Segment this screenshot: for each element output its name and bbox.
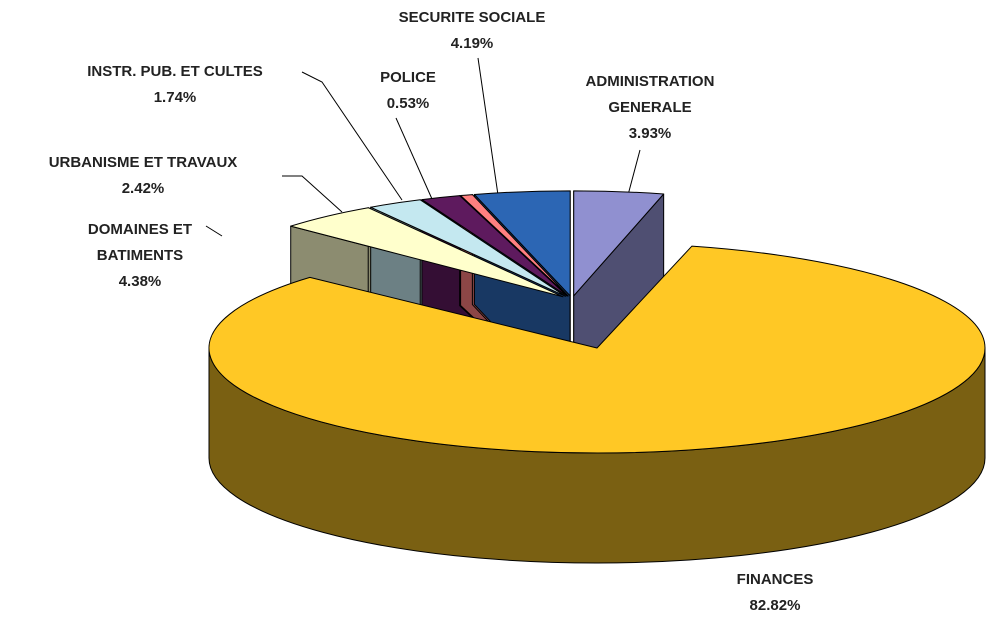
leader-line bbox=[477, 57, 499, 196]
slice-label: URBANISME ET TRAVAUX 2.42% bbox=[49, 150, 238, 202]
slice-name: SECURITE SOCIALE bbox=[398, 9, 546, 26]
slices bbox=[208, 190, 986, 564]
slice-name: INSTR. PUB. ET CULTES bbox=[87, 63, 263, 80]
slice-label: ADMINISTRATION GENERALE 3.93% bbox=[580, 69, 720, 147]
leader-line bbox=[301, 71, 403, 201]
leader-line bbox=[627, 149, 641, 196]
slice-label: POLICE 0.53% bbox=[380, 65, 436, 117]
slice-label: SECURITE SOCIALE 4.19% bbox=[399, 5, 546, 57]
slice-value: 2.42% bbox=[121, 180, 165, 197]
slice-name: FINANCES bbox=[736, 571, 814, 588]
slice-top bbox=[290, 207, 564, 298]
slice-top bbox=[208, 245, 986, 454]
slice-value: 1.74% bbox=[153, 89, 197, 106]
slice-top bbox=[421, 195, 568, 297]
slice-top bbox=[460, 194, 569, 297]
leader-line bbox=[205, 225, 223, 237]
slice-top bbox=[370, 199, 567, 297]
slice-value: 4.38% bbox=[118, 273, 162, 290]
slice-value: 4.19% bbox=[450, 35, 494, 52]
slice-label: FINANCES 82.82% bbox=[737, 567, 814, 617]
slice-name: ADMINISTRATION GENERALE bbox=[585, 73, 715, 116]
slice-name: URBANISME ET TRAVAUX bbox=[48, 154, 238, 171]
slice-top bbox=[473, 190, 571, 297]
slice-value: 82.82% bbox=[749, 597, 801, 614]
leader-lines bbox=[205, 57, 641, 237]
slice-value: 0.53% bbox=[386, 95, 430, 112]
slice-label: DOMAINES ET BATIMENTS 4.38% bbox=[65, 217, 215, 295]
slice-name: DOMAINES ET BATIMENTS bbox=[87, 221, 193, 264]
slice-label: INSTR. PUB. ET CULTES 1.74% bbox=[87, 59, 263, 111]
slice-name: POLICE bbox=[380, 69, 436, 86]
slice-top bbox=[573, 190, 665, 297]
slice-value: 3.93% bbox=[628, 125, 672, 142]
leader-line bbox=[395, 117, 433, 200]
leader-line bbox=[282, 175, 343, 213]
